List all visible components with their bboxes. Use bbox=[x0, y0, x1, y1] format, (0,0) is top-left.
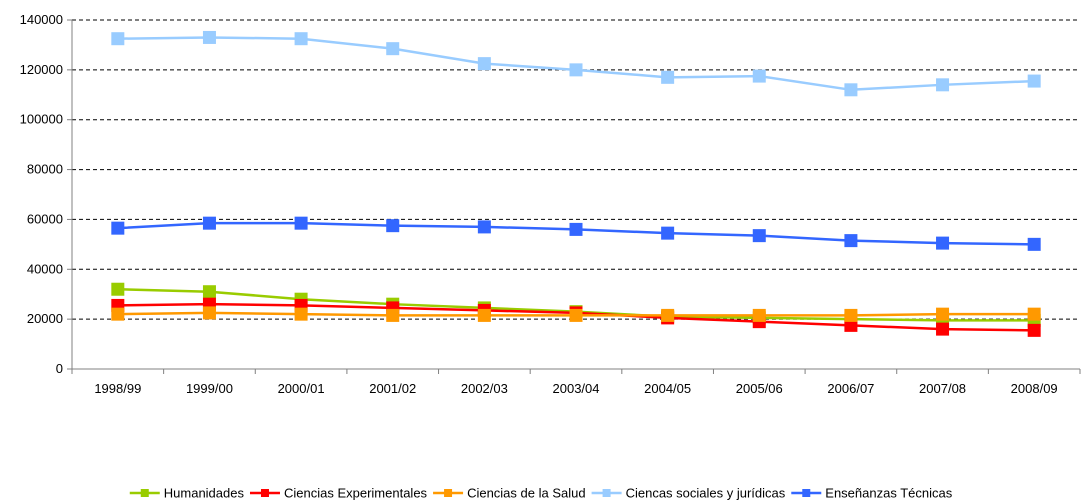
x-axis-ticks: 1998/99 1999/00 2000/01 2001/02 2002/03 2003/… bbox=[71, 369, 1081, 396]
data-point bbox=[294, 307, 308, 321]
y-tick-label: 60000 bbox=[27, 211, 63, 226]
legend-label: Humanidades bbox=[164, 486, 245, 501]
data-point bbox=[111, 32, 125, 46]
legend-swatch-marker bbox=[140, 489, 149, 497]
data-point bbox=[569, 308, 583, 322]
y-tick-label: 100000 bbox=[20, 112, 63, 127]
x-tick-label: 1998/99 bbox=[94, 381, 141, 396]
legend-swatch-marker bbox=[444, 489, 453, 497]
series-2 bbox=[111, 306, 1041, 322]
data-point bbox=[111, 307, 125, 321]
legend-swatch-marker bbox=[602, 489, 611, 497]
data-point bbox=[661, 226, 675, 240]
x-tick-label: 2005/06 bbox=[736, 381, 783, 396]
data-point bbox=[477, 57, 491, 71]
data-point bbox=[386, 219, 400, 233]
data-point bbox=[294, 32, 308, 46]
data-point bbox=[1027, 323, 1041, 337]
y-axis-ticks: 0 20000 40000 60000 80000 100000 120000 140000 bbox=[20, 12, 72, 376]
y-tick-label: 140000 bbox=[20, 12, 63, 27]
data-point bbox=[111, 282, 125, 296]
data-point bbox=[752, 229, 766, 243]
x-tick-label: 2008/09 bbox=[1011, 381, 1058, 396]
data-point bbox=[844, 308, 858, 322]
legend-swatch-marker bbox=[260, 489, 269, 497]
data-point bbox=[294, 216, 308, 230]
data-point bbox=[386, 42, 400, 56]
legend-item-1: Ciencias Experimentales bbox=[249, 486, 428, 501]
legend-label: Enseñanzas Técnicas bbox=[825, 486, 952, 501]
data-point bbox=[111, 221, 125, 235]
data-point bbox=[386, 308, 400, 322]
data-point bbox=[477, 308, 491, 322]
data-point bbox=[661, 308, 675, 322]
x-tick-label: 2000/01 bbox=[278, 381, 325, 396]
data-point bbox=[1027, 237, 1041, 251]
data-point bbox=[661, 70, 675, 84]
legend: Humanidades Ciencias Experimentales Cienci… bbox=[129, 486, 953, 501]
data-point bbox=[844, 234, 858, 248]
y-tick-label: 80000 bbox=[27, 162, 63, 177]
data-point bbox=[1027, 74, 1041, 88]
x-tick-label: 2002/03 bbox=[461, 381, 508, 396]
data-point bbox=[202, 306, 216, 320]
x-tick-label: 2003/04 bbox=[553, 381, 600, 396]
data-point bbox=[936, 307, 950, 321]
legend-item-2: Ciencias de la Salud bbox=[433, 486, 586, 501]
legend-label: Ciencias de la Salud bbox=[467, 486, 586, 501]
data-point bbox=[936, 236, 950, 250]
y-tick-label: 120000 bbox=[20, 62, 63, 77]
series-group bbox=[111, 30, 1041, 337]
data-point bbox=[844, 318, 858, 332]
y-tick-label: 0 bbox=[56, 361, 63, 376]
x-tick-label: 2004/05 bbox=[644, 381, 691, 396]
x-tick-label: 2006/07 bbox=[827, 381, 874, 396]
data-point bbox=[202, 30, 216, 44]
x-tick-label: 2001/02 bbox=[369, 381, 416, 396]
data-point bbox=[752, 69, 766, 83]
axes bbox=[71, 20, 1080, 370]
legend-label: Ciencas sociales y jurídicas bbox=[626, 486, 786, 501]
data-point bbox=[936, 322, 950, 336]
legend-label: Ciencias Experimentales bbox=[284, 486, 428, 501]
x-tick-label: 2007/08 bbox=[919, 381, 966, 396]
data-point bbox=[569, 63, 583, 77]
legend-item-4: Enseñanzas Técnicas bbox=[791, 486, 953, 501]
y-tick-label: 40000 bbox=[27, 261, 63, 276]
legend-item-3: Ciencas sociales y jurídicas bbox=[591, 486, 786, 501]
data-point bbox=[752, 308, 766, 322]
legend-item-0: Humanidades bbox=[129, 486, 245, 501]
data-point bbox=[202, 216, 216, 230]
x-tick-label: 1999/00 bbox=[186, 381, 233, 396]
data-point bbox=[569, 222, 583, 236]
data-point bbox=[202, 285, 216, 299]
data-point bbox=[1027, 307, 1041, 321]
legend-swatch-marker bbox=[802, 489, 811, 497]
y-tick-label: 20000 bbox=[27, 311, 63, 326]
series-3 bbox=[111, 30, 1041, 97]
data-point bbox=[936, 78, 950, 92]
data-point bbox=[477, 220, 491, 234]
data-point bbox=[844, 83, 858, 97]
series-4 bbox=[111, 216, 1041, 251]
